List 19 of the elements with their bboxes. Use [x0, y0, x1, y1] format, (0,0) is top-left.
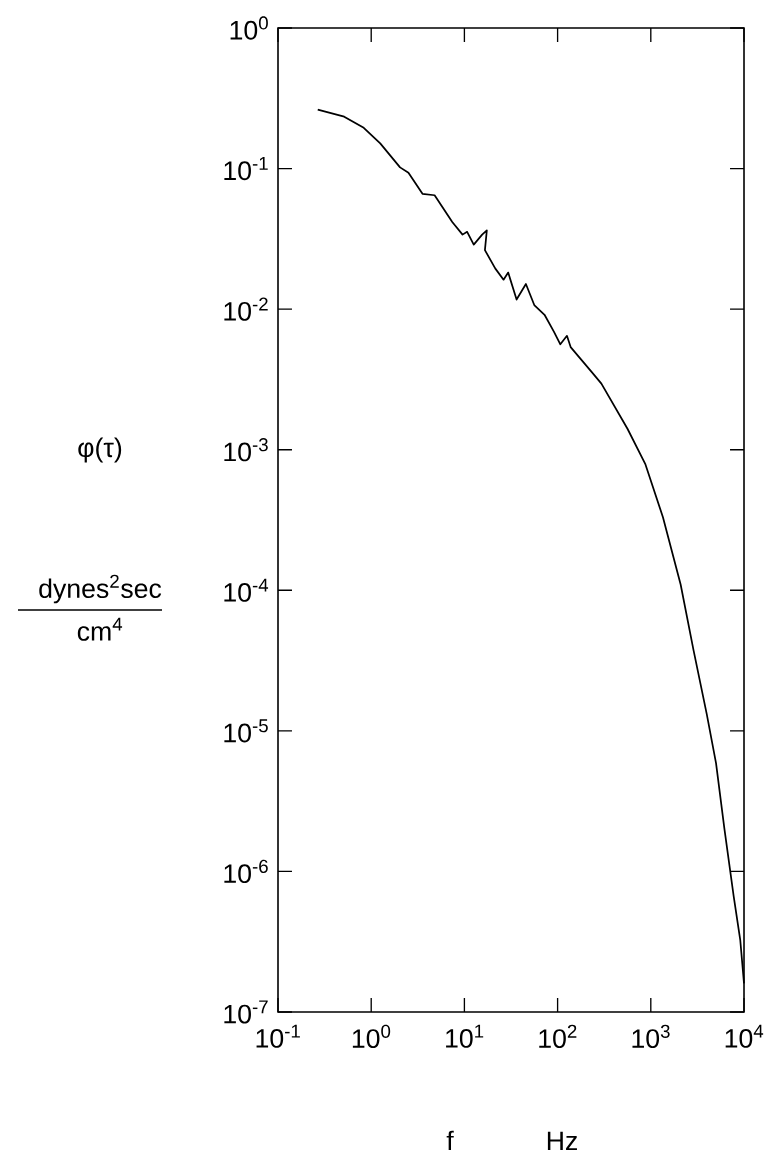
y-tick-label: 10$^{-7}$: [224, 1000, 268, 1024]
text: dynes$^{2}$sec: [39, 574, 162, 604]
x-tick-label: 10$^{-1}$: [256, 1024, 300, 1048]
x-axis-title: f: [446, 1130, 454, 1150]
y-tick-label: 10$^{0}$: [230, 16, 268, 40]
y-tick-label: 10$^{-5}$: [224, 719, 268, 743]
x-tick-label: 10$^{4}$: [725, 1024, 764, 1048]
x-tick-label: 10$^{0}$: [352, 1024, 391, 1049]
y-tick-label: 10$^{-4}$: [224, 578, 269, 602]
x-tick-label: 10$^{2}$: [539, 1024, 577, 1049]
y-tick-label: 10$^{-2}$: [224, 297, 268, 321]
text: Hz: [547, 1131, 577, 1150]
y-tick-label: 10$^{-6}$: [224, 859, 268, 884]
y-tick-label: 10$^{-1}$: [224, 157, 268, 181]
y-axis-title: φ(τ): [78, 437, 122, 463]
text: cm$^{4}$: [77, 617, 123, 641]
x-tick-label: 10$^{3}$: [632, 1024, 670, 1049]
x-tick-label: 10$^{1}$: [446, 1024, 484, 1048]
y-tick-label: 10$^{-3}$: [224, 438, 268, 462]
